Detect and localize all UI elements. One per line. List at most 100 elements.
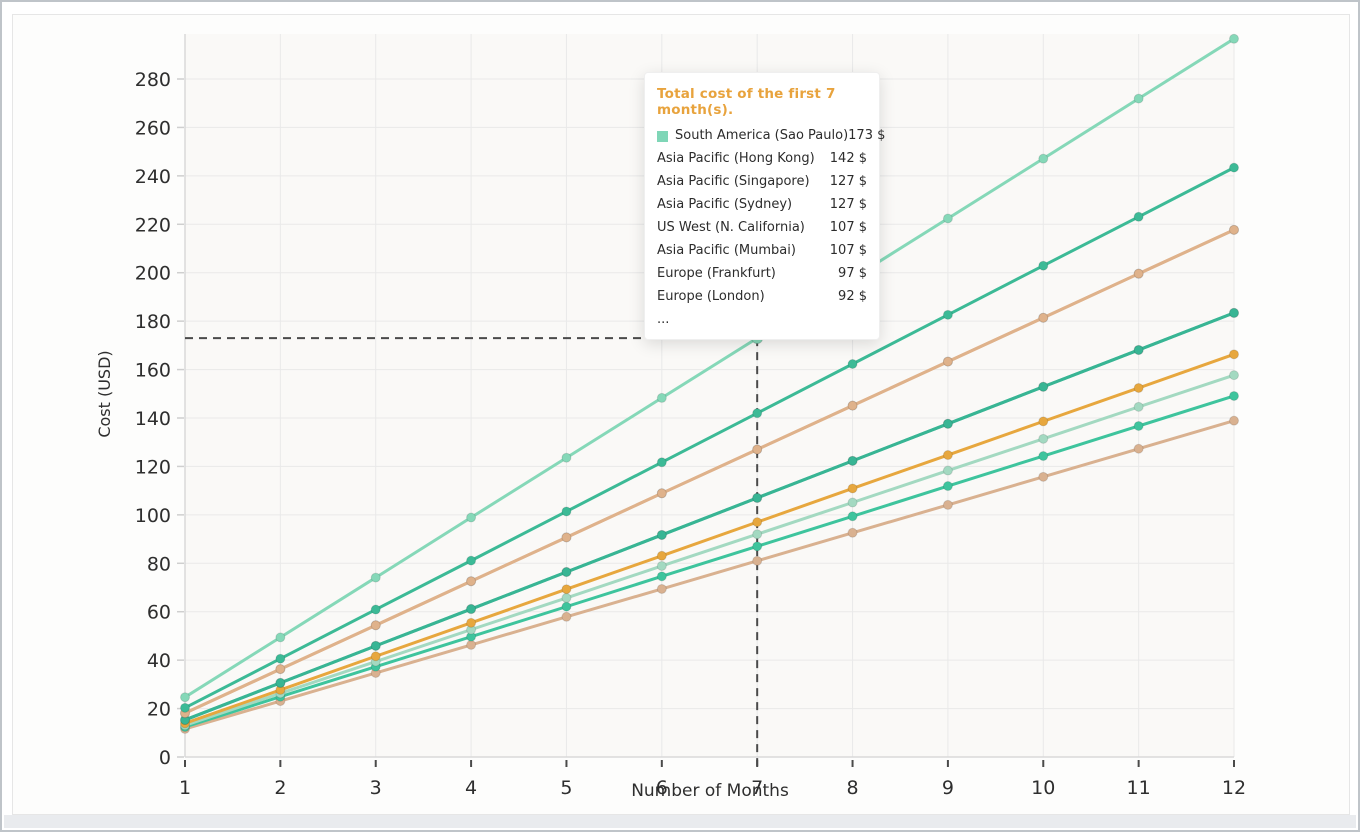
data-point[interactable] (1133, 268, 1144, 279)
data-point[interactable] (180, 692, 190, 703)
data-point[interactable] (752, 529, 763, 540)
y-tick-label: 280 (135, 69, 171, 91)
tooltip-row: Asia Pacific (Hong Kong) 142 $ (657, 152, 867, 166)
data-point[interactable] (466, 604, 477, 615)
data-point[interactable] (370, 604, 381, 615)
data-point[interactable] (752, 444, 763, 455)
data-point[interactable] (1133, 211, 1144, 222)
tooltip-rows: South America (Sao Paulo) 173 $ Asia Pacif… (657, 129, 885, 327)
data-point[interactable] (847, 497, 858, 508)
data-point[interactable] (1038, 153, 1049, 164)
data-point[interactable] (466, 576, 477, 587)
data-point[interactable] (561, 452, 572, 463)
data-point[interactable] (942, 450, 953, 461)
data-point[interactable] (1229, 370, 1239, 381)
data-point[interactable] (1038, 260, 1049, 271)
data-point[interactable] (561, 506, 572, 517)
series-line[interactable] (183, 352, 1236, 725)
data-point[interactable] (847, 455, 858, 466)
data-point[interactable] (370, 640, 381, 651)
data-point[interactable] (1133, 344, 1144, 355)
data-point[interactable] (275, 677, 286, 688)
data-point[interactable] (1038, 312, 1049, 323)
data-point[interactable] (561, 592, 572, 603)
data-point[interactable] (561, 611, 572, 622)
data-point[interactable] (275, 632, 286, 643)
data-point[interactable] (752, 541, 763, 552)
series-line[interactable] (183, 394, 1236, 729)
series-line[interactable] (183, 419, 1236, 731)
x-tick-label: 10 (1031, 777, 1055, 799)
data-point[interactable] (275, 653, 286, 664)
tooltip-row: Asia Pacific (Mumbai) 107 $ (657, 244, 867, 258)
data-point[interactable] (1133, 93, 1144, 104)
series-line[interactable] (183, 373, 1236, 727)
data-point[interactable] (656, 488, 667, 499)
data-point[interactable] (656, 560, 667, 571)
data-point[interactable] (1038, 416, 1049, 427)
series-line[interactable] (183, 228, 1236, 715)
y-tick-label: 160 (135, 360, 171, 382)
data-point[interactable] (656, 529, 667, 540)
data-point[interactable] (1038, 381, 1049, 392)
data-point[interactable] (942, 465, 953, 476)
x-tick-label: 7 (751, 777, 763, 799)
data-point[interactable] (561, 584, 572, 595)
x-tick-label: 5 (560, 777, 572, 799)
data-point[interactable] (942, 499, 953, 510)
data-point[interactable] (847, 511, 858, 522)
data-point[interactable] (656, 583, 667, 594)
data-point[interactable] (561, 567, 572, 578)
data-point[interactable] (656, 457, 667, 468)
data-point[interactable] (1038, 433, 1049, 444)
data-point[interactable] (1229, 415, 1239, 426)
data-point[interactable] (847, 359, 858, 370)
data-point[interactable] (1133, 382, 1144, 393)
data-point[interactable] (752, 408, 763, 419)
data-point[interactable] (1038, 451, 1049, 462)
data-point[interactable] (370, 620, 381, 631)
data-point[interactable] (942, 356, 953, 367)
data-point[interactable] (942, 481, 953, 492)
data-point[interactable] (1229, 33, 1239, 44)
data-point[interactable] (1229, 224, 1239, 235)
data-point[interactable] (180, 702, 190, 713)
data-point[interactable] (847, 527, 858, 538)
tooltip-row: Asia Pacific (Singapore) 127 $ (657, 175, 867, 189)
data-point[interactable] (942, 213, 953, 224)
data-point[interactable] (752, 555, 763, 566)
data-point[interactable] (752, 492, 763, 503)
data-point[interactable] (370, 651, 381, 662)
data-point[interactable] (1038, 471, 1049, 482)
data-point[interactable] (1133, 401, 1144, 412)
data-point[interactable] (847, 483, 858, 494)
series-line[interactable] (183, 37, 1236, 699)
data-point[interactable] (466, 512, 477, 523)
series-line[interactable] (183, 311, 1236, 722)
data-point[interactable] (656, 392, 667, 403)
data-point[interactable] (942, 309, 953, 320)
tooltip-value: 107 $ (829, 220, 867, 235)
data-point[interactable] (1229, 390, 1239, 401)
data-point[interactable] (370, 572, 381, 583)
data-point[interactable] (656, 571, 667, 582)
data-point[interactable] (275, 664, 286, 675)
data-point[interactable] (466, 617, 477, 628)
y-tick-label: 40 (147, 650, 171, 672)
data-point[interactable] (466, 639, 477, 650)
data-point[interactable] (1229, 307, 1239, 318)
data-point[interactable] (561, 532, 572, 543)
data-point[interactable] (1133, 420, 1144, 431)
data-point[interactable] (847, 400, 858, 411)
data-point[interactable] (1229, 162, 1239, 173)
data-point[interactable] (466, 555, 477, 566)
data-point[interactable] (942, 418, 953, 429)
data-point[interactable] (752, 517, 763, 528)
data-point[interactable] (561, 601, 572, 612)
data-point[interactable] (1229, 349, 1239, 360)
series-line[interactable] (183, 166, 1236, 710)
data-point[interactable] (1133, 443, 1144, 454)
data-point[interactable] (656, 550, 667, 561)
y-tick-label: 60 (147, 602, 171, 624)
series-swatch-icon (657, 130, 668, 142)
